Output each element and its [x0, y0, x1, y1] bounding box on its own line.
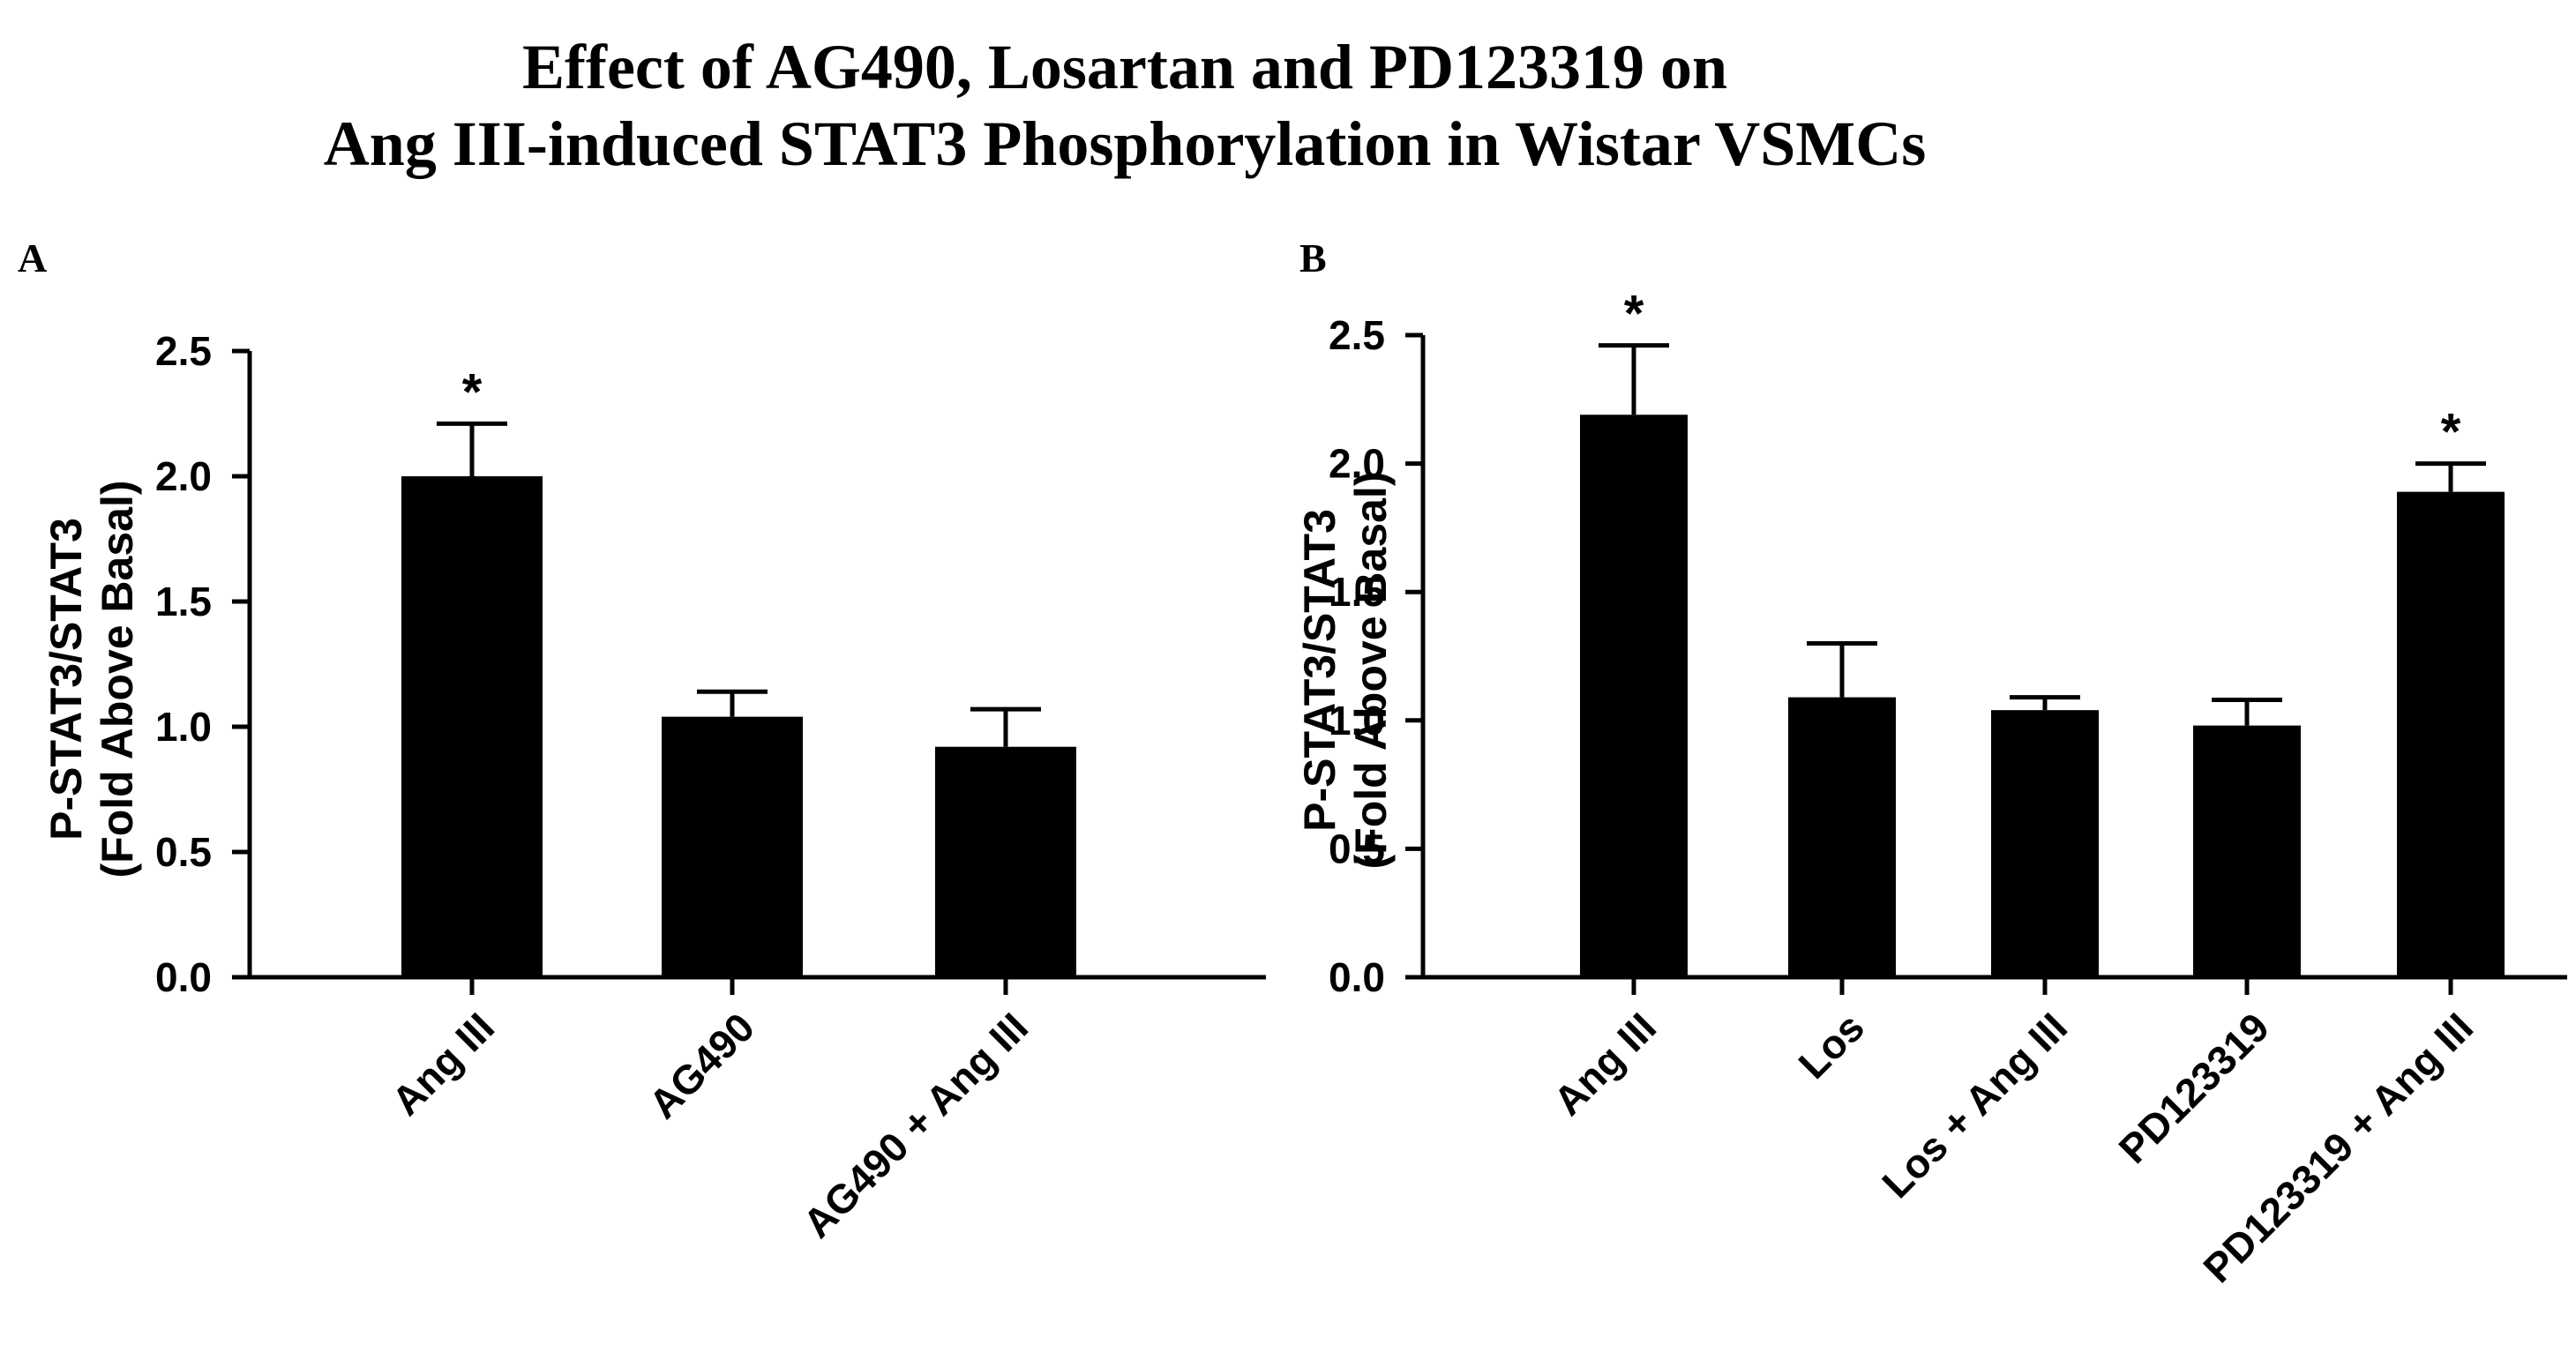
chart-panel-a: A 0.0 0.5 1.0 1.5 2.0 2.5 P-STAT3/STAT3 (Fold Ab…: [18, 235, 1266, 1246]
significance-marker: *: [1624, 286, 1644, 343]
significance-marker: *: [2441, 404, 2461, 461]
y-axis-title-line-1: P-STAT3/STAT3: [41, 518, 91, 841]
y-tick-label: 1.5: [155, 579, 212, 624]
x-category-label: Ang III: [1545, 1004, 1665, 1124]
y-tick-label: 0.0: [1329, 954, 1385, 1000]
figure-title-line-1: Effect of AG490, Losartan and PD123319 o…: [522, 32, 1727, 102]
y-axis-title-line-2: (Fold Above Basal): [93, 481, 142, 878]
bar: [662, 716, 803, 977]
chart-panel-b: B 0.0 0.5 1.0 1.5 2.0 2.5 P-STAT3/STAT3 (Fold Ab…: [1295, 235, 2567, 1291]
x-category-label: Los: [1789, 1004, 1873, 1087]
bar: [935, 746, 1076, 977]
panel-letter: B: [1299, 235, 1327, 280]
bar: [1991, 710, 2099, 977]
bar: [401, 476, 543, 977]
x-category-label: Ang III: [383, 1004, 503, 1124]
bar: [1580, 415, 1688, 978]
y-tick-label: 2.0: [155, 453, 212, 499]
bar: [2397, 491, 2505, 977]
x-category-label: AG490 + Ang III: [794, 1004, 1037, 1246]
y-tick-label: 0.5: [155, 829, 212, 875]
y-tick-label: 1.5: [1329, 569, 1385, 615]
y-tick-label: 0.5: [1329, 826, 1385, 871]
panel-letter: A: [18, 235, 47, 280]
bar: [2193, 725, 2301, 977]
y-tick-label: 2.5: [155, 328, 212, 374]
y-tick-label: 1.0: [155, 704, 212, 750]
y-axis-title-line-1: P-STAT3/STAT3: [1295, 509, 1344, 832]
x-category-label: PD123319: [2110, 1004, 2278, 1171]
y-tick-label: 1.0: [1329, 698, 1385, 744]
y-tick-label: 2.0: [1329, 441, 1385, 487]
y-tick-label: 2.5: [1329, 312, 1385, 358]
y-tick-label: 0.0: [155, 954, 212, 1000]
figure-title-line-2: Ang III-induced STAT3 Phosphorylation in…: [324, 108, 1927, 179]
bar: [1788, 697, 1896, 977]
significance-marker: *: [462, 363, 483, 421]
x-category-label: Los + Ang III: [1873, 1004, 2076, 1207]
x-category-label: AG490: [640, 1004, 763, 1127]
y-axis-title-line-2: (Fold Above Basal): [1346, 472, 1396, 870]
